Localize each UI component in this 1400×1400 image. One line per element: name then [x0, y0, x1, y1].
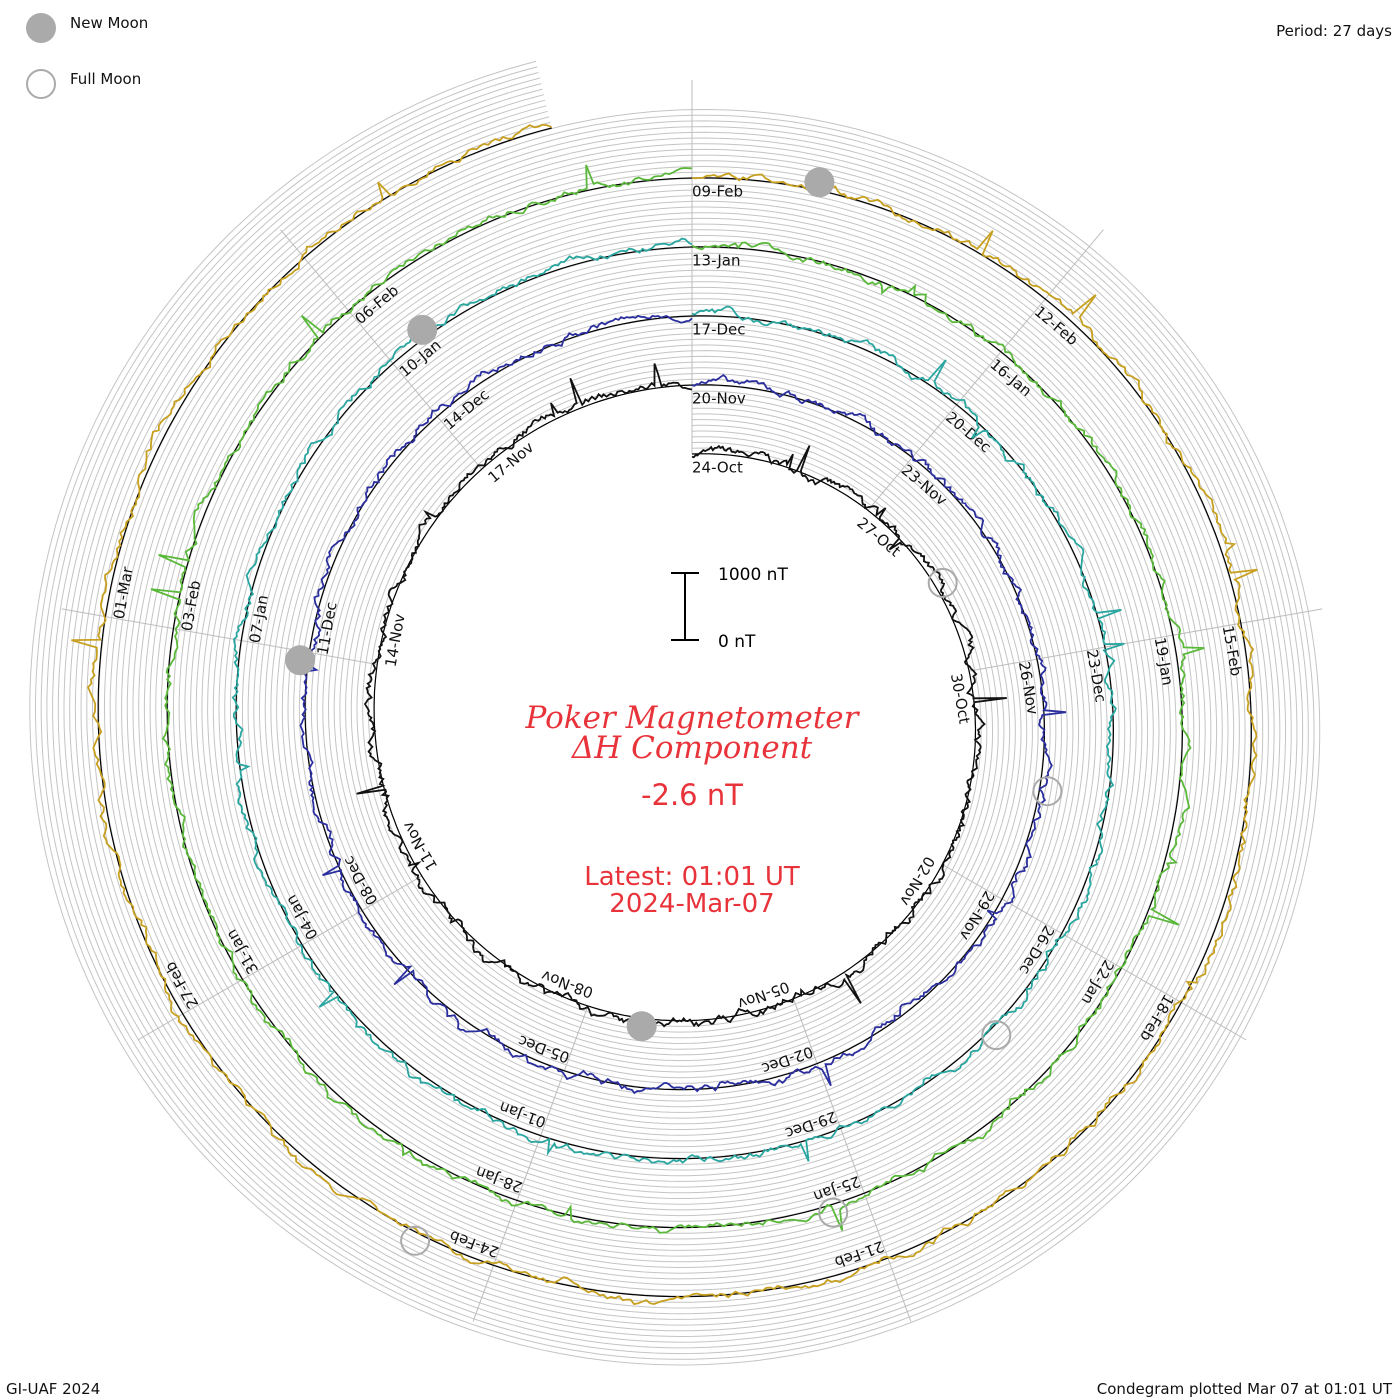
grid-radial [472, 1005, 589, 1322]
grid [29, 60, 1323, 1366]
date-label: 09-Feb [692, 183, 743, 201]
full-moon-marker [818, 1197, 849, 1228]
trace-rotation [231, 237, 1125, 1165]
date-label: 24-Oct [692, 459, 743, 477]
date-label: 31-Jan [222, 926, 262, 977]
new-moon-marker [407, 314, 438, 345]
date-label: 08-Nov [539, 966, 596, 1001]
latest-date: 2024-Mar-07 [609, 889, 774, 919]
grid-spiral [57, 88, 1292, 1338]
grid-spiral [52, 83, 1298, 1343]
grid-spiral [69, 99, 1281, 1326]
grid-spiral [80, 110, 1269, 1315]
date-label: 05-Nov [735, 978, 792, 1013]
grid-spiral [35, 66, 1315, 1360]
chart-title: Poker Magnetometer [525, 700, 861, 736]
grid-radial [969, 608, 1323, 672]
grid-radial [942, 864, 1247, 1041]
chart-subtitle: ΔH Component [571, 730, 813, 766]
full-moon-marker [981, 1020, 1012, 1051]
grid-spiral [74, 105, 1275, 1320]
date-label: 30-Oct [947, 672, 974, 725]
grid-radial [280, 229, 482, 470]
grid-spiral [92, 121, 1258, 1303]
date-label: 28-Jan [473, 1163, 525, 1196]
data-traces [71, 123, 1258, 1306]
scale-bottom-label: 0 nT [718, 632, 756, 652]
legend: New Moon Full Moon [26, 13, 148, 99]
date-label: 27-Oct [853, 514, 904, 561]
date-label: 13-Jan [692, 252, 740, 270]
grid-spiral [86, 116, 1264, 1309]
new-moon-icon [26, 13, 56, 43]
grid-radial [137, 875, 423, 1041]
grid-radial [61, 608, 378, 665]
latest-time: Latest: 01:01 UT [584, 862, 800, 892]
grid-radial [793, 998, 912, 1322]
full-moon-marker [400, 1225, 431, 1256]
full-moon-marker [1032, 776, 1063, 807]
trace-rotation [150, 164, 1205, 1234]
date-label: 24-Feb [447, 1227, 501, 1261]
scale-top-label: 1000 nT [718, 565, 788, 585]
new-moon-marker [285, 645, 316, 676]
date-label: 15-Feb [1219, 624, 1246, 677]
full-moon-label: Full Moon [70, 70, 141, 88]
trace-rotation [299, 314, 1067, 1095]
grid-spiral [63, 94, 1286, 1332]
credit-label: GI-UAF 2024 [6, 1380, 101, 1398]
current-value: -2.6 nT [641, 778, 743, 812]
full-moon-icon [26, 69, 56, 99]
plotted-timestamp: Condegram plotted Mar 07 at 01:01 UT [1096, 1380, 1392, 1398]
trace-rotation [356, 363, 1007, 1028]
grid-radial [867, 229, 1104, 511]
date-label: 19-Jan [1151, 636, 1177, 687]
period-label: Period: 27 days [1276, 22, 1392, 40]
date-label: 21-Feb [832, 1237, 886, 1271]
grid-spiral [46, 77, 1304, 1349]
date-label: 17-Dec [692, 321, 746, 339]
trace-rotation [71, 123, 1258, 1306]
new-moon-marker [804, 167, 835, 198]
date-label: 25-Jan [811, 1172, 863, 1205]
scale-bar: 1000 nT 0 nT [671, 565, 788, 652]
date-label: 20-Nov [692, 390, 746, 408]
full-moon-marker [927, 567, 958, 598]
date-label: 02-Nov [896, 853, 939, 909]
grid-spiral [40, 72, 1309, 1355]
center-title-block: Poker Magnetometer ΔH Component -2.6 nT … [525, 700, 861, 919]
new-moon-label: New Moon [70, 14, 148, 32]
new-moon-marker [626, 1011, 657, 1042]
moon-markers [285, 167, 1063, 1256]
